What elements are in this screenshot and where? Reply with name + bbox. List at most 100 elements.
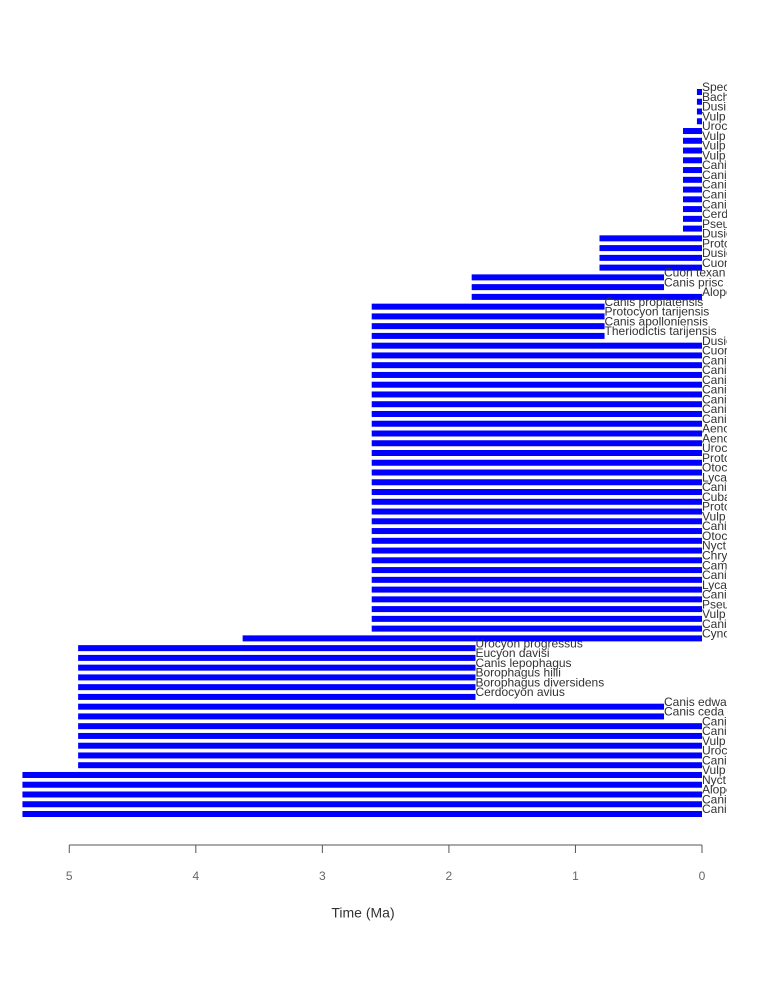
bar [22, 771, 702, 778]
bar [371, 313, 605, 320]
bar [371, 440, 702, 447]
bar-label: Alope [702, 783, 733, 797]
bar-label: Canis [702, 353, 733, 367]
bar [371, 547, 702, 554]
bar-label: Cuon [702, 256, 731, 270]
plot: SpecBachDusiVulpUrocVulpVulpVulpCanisCan… [22, 80, 733, 817]
bar-label: Canis [702, 392, 733, 406]
bar [683, 157, 702, 164]
bar [371, 391, 702, 398]
bar [78, 654, 476, 661]
bar [78, 664, 476, 671]
bar-label: Borophagus hilli [475, 666, 560, 680]
bar [599, 235, 702, 242]
bar-label: Bach [702, 90, 729, 104]
bar [696, 89, 702, 95]
bar-label: Uroc [702, 441, 727, 455]
bar-label: Nyct [702, 773, 727, 787]
bar [22, 791, 702, 798]
bar [78, 762, 702, 769]
bar-label: Canis [702, 714, 733, 728]
bar [371, 323, 605, 330]
bar-label: Vulp [702, 763, 726, 777]
bar [371, 576, 702, 583]
bar [22, 811, 702, 817]
x-axis-title: Time (Ma) [331, 905, 394, 921]
bar-label: Dusic [702, 334, 732, 348]
bar-label: Nyct [702, 539, 727, 553]
bar-label: Canis [702, 383, 733, 397]
bar [683, 176, 702, 183]
x-tick-label: 3 [319, 869, 326, 883]
bar-label: Lyca [702, 578, 727, 592]
bar-label: Canis [702, 724, 733, 738]
bar [696, 108, 702, 115]
bar [696, 98, 702, 105]
bar-label: Vulp [702, 607, 726, 621]
bar-label: Aeno [702, 422, 730, 436]
bar-label: Cani [702, 792, 727, 806]
bar [78, 713, 665, 720]
bar [371, 596, 702, 603]
bar-label: Theriodictis tarijensis [605, 324, 717, 338]
bar-label: Otoc [702, 461, 727, 475]
bar-label: Canis [702, 187, 733, 201]
bar [371, 508, 702, 515]
bar-label: Cam [702, 558, 727, 572]
bar [371, 557, 702, 564]
bar-label: Cani [702, 519, 727, 533]
x-tick-label: 1 [572, 869, 579, 883]
bar [371, 420, 702, 427]
bar [371, 498, 702, 505]
bar-label: Vulp [702, 139, 726, 153]
bar-label: Dusic [702, 246, 732, 260]
bar-label: Protocyon tarijensis [605, 305, 710, 319]
bar-label: Pseu [702, 217, 729, 231]
bar-label: Proto [702, 500, 731, 514]
bar-label: Cerd [702, 207, 728, 221]
bar-label: Canis [702, 158, 733, 172]
bar-label: Canis [702, 363, 733, 377]
bar [78, 684, 476, 691]
bar-label: Proto [702, 236, 731, 250]
bar-label: Canic [702, 480, 733, 494]
bar [371, 459, 702, 466]
bar [371, 615, 702, 622]
bar [371, 410, 702, 417]
bar-label: Vulp [702, 129, 726, 143]
bar-label: Cuba [702, 490, 731, 504]
bar [371, 352, 702, 359]
bar [371, 489, 702, 496]
bar [696, 118, 702, 125]
bar [371, 342, 702, 349]
bar [371, 567, 702, 574]
bar [371, 625, 702, 632]
bar-label: Canis ceda [664, 705, 724, 719]
bar [683, 128, 702, 135]
bar [371, 518, 702, 525]
bar [371, 303, 605, 310]
bar-label: Vulp [702, 109, 726, 123]
bar [371, 586, 702, 593]
bar [683, 196, 702, 203]
bar-label: Lyca [702, 470, 727, 484]
bar [599, 254, 702, 261]
bar-label: Cuon texan [664, 266, 725, 280]
bar-label: Canis [702, 402, 733, 416]
bar-label: Canis [702, 197, 733, 211]
bar [371, 381, 702, 388]
bar [78, 693, 476, 700]
x-tick-label: 0 [699, 869, 706, 883]
bar-label: Uroc [702, 744, 727, 758]
bar [371, 537, 702, 544]
bar-label: Proto [702, 451, 731, 465]
bar-label: Canis [702, 178, 733, 192]
bar-label: Canis apolloniensis [605, 314, 708, 328]
bar [683, 137, 702, 144]
bar [371, 362, 702, 369]
bar [22, 801, 702, 808]
bar-label: Cani [702, 617, 727, 631]
bar-label: Dusi [702, 100, 726, 114]
bar-label: Urocyon progressus [475, 636, 582, 650]
